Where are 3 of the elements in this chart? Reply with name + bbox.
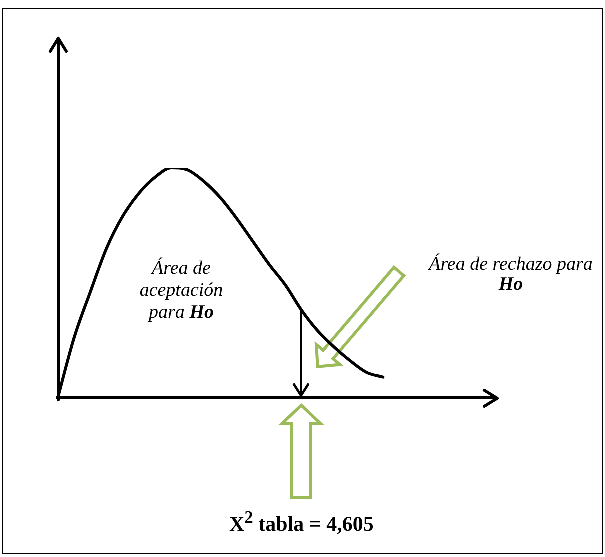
text: X$^{2}$ tabla = 4,605 bbox=[228, 506, 375, 536]
annotation: Área de rechazo para Ho bbox=[429, 254, 593, 295]
annotation: Área de aceptación para Ho bbox=[140, 258, 224, 322]
